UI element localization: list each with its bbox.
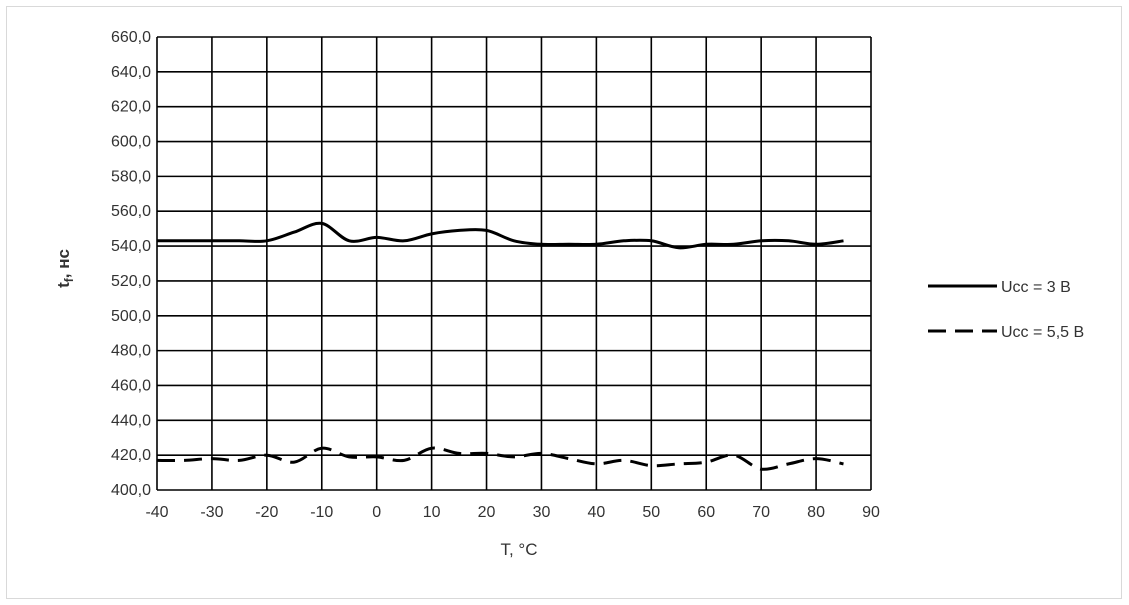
x-axis-title: T, °C [500,540,537,559]
x-tick-label: 70 [752,504,770,521]
y-tick-label: 640,0 [111,64,151,81]
x-tick-label: 30 [533,504,551,521]
chart-frame: -40 -30 -20 -10 0 10 20 30 40 50 60 70 80 90 400,0 420… [6,6,1122,599]
y-tick-label: 600,0 [111,134,151,151]
y-tick-label: 400,0 [111,482,151,499]
y-tick-label: 440,0 [111,412,151,429]
y-tick-label: 500,0 [111,308,151,325]
x-tick-label: -30 [200,504,223,521]
x-tick-label: 20 [478,504,496,521]
y-tick-labels: 400,0 420,0 440,0 460,0 480,0 500,0 520,0 540,0… [111,29,151,499]
y-tick-label: 660,0 [111,29,151,46]
y-axis-title: tf, нс [54,249,76,288]
x-tick-label: 80 [807,504,825,521]
y-tick-label: 420,0 [111,447,151,464]
legend-label-1: Ucc = 3 В [1001,279,1071,296]
x-tick-label: -40 [145,504,168,521]
line-chart: -40 -30 -20 -10 0 10 20 30 40 50 60 70 80 90 400,0 420… [54,29,1084,559]
y-tick-label: 580,0 [111,168,151,185]
y-tick-label: 480,0 [111,343,151,360]
x-tick-label: -10 [310,504,333,521]
grid-lines [156,36,872,491]
x-tick-label: 40 [587,504,605,521]
legend: Ucc = 3 В Ucc = 5,5 В [928,279,1084,341]
y-tick-label: 460,0 [111,377,151,394]
x-tick-label: -20 [255,504,278,521]
series-line-2 [156,446,844,471]
series-line-1 [157,221,844,250]
x-tick-label: 90 [862,504,880,521]
y-tick-label: 520,0 [111,273,151,290]
y-axis-title-main: t [54,282,73,288]
y-tick-label: 620,0 [111,99,151,116]
y-tick-label: 540,0 [111,238,151,255]
x-tick-label: 60 [697,504,715,521]
x-tick-labels: -40 -30 -20 -10 0 10 20 30 40 50 60 70 80 90 [145,504,880,521]
y-tick-label: 560,0 [111,203,151,220]
y-axis-title-unit: , нс [54,249,73,278]
y-axis-title-sub: f [62,277,76,282]
x-tick-label: 50 [642,504,660,521]
x-tick-label: 0 [372,504,381,521]
legend-label-2: Ucc = 5,5 В [1001,324,1084,341]
x-tick-label: 10 [423,504,441,521]
series-layer [156,221,844,471]
